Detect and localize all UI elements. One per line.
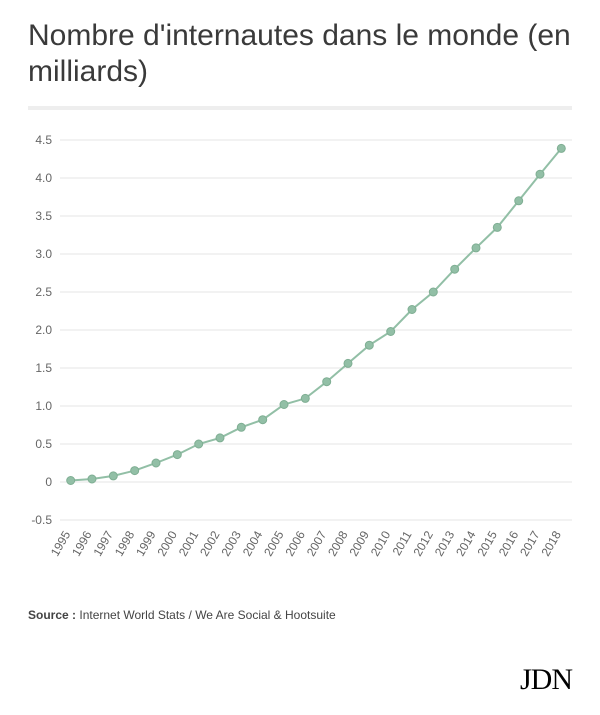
data-marker [387,328,395,336]
x-tick-label: 2016 [496,528,522,558]
data-marker [365,341,373,349]
x-tick-label: 2007 [304,528,330,558]
data-marker [472,244,480,252]
x-tick-label: 2005 [261,528,287,558]
data-marker [344,359,352,367]
data-marker [493,223,501,231]
x-tick-label: 1997 [90,528,116,558]
y-tick-label: 2.5 [35,285,52,299]
x-tick-label: 2001 [176,528,202,558]
data-marker [280,401,288,409]
source-line: Source : Internet World Stats / We Are S… [28,608,572,622]
line-chart: -0.5 0 0.5 1.0 1.5 2.0 2.5 3.0 3.5 4.0 4.5 19951996… [18,130,582,590]
data-marker [216,434,224,442]
data-marker [323,378,331,386]
x-tick-label: 2003 [218,528,244,558]
x-tick-label: 1999 [133,528,159,558]
x-tick-label: 2004 [240,528,266,558]
x-tick-label: 2014 [453,528,479,558]
x-tick-label: 2011 [390,528,415,558]
data-marker [152,459,160,467]
chart-title: Nombre d'internautes dans le monde (en m… [0,0,600,100]
x-tick-label: 2015 [474,528,500,558]
data-marker [301,394,309,402]
data-marker [67,477,75,485]
data-marker [109,472,117,480]
chart-container: -0.5 0 0.5 1.0 1.5 2.0 2.5 3.0 3.5 4.0 4.5 19951996… [18,130,582,590]
x-tick-label: 1998 [112,528,138,558]
data-line [71,148,562,480]
x-tick-label: 2006 [282,528,308,558]
data-marker [515,197,523,205]
x-tick-label: 2017 [517,528,543,558]
title-underline [28,106,572,110]
x-tick-label: 2000 [154,528,180,558]
y-tick-label: 1.5 [35,361,52,375]
data-marker [408,306,416,314]
data-marker [536,170,544,178]
y-tick-label: 1.0 [35,399,52,413]
y-tick-label: 3.0 [35,247,52,261]
x-tick-label: 2008 [325,528,351,558]
data-marker [557,144,565,152]
data-marker [259,416,267,424]
data-marker [429,288,437,296]
data-marker [173,451,181,459]
y-tick-label: 0 [45,475,52,489]
y-tick-label: 0.5 [35,437,52,451]
x-tick-label: 2018 [538,528,564,558]
data-marker [195,440,203,448]
x-tick-label: 2009 [346,528,372,558]
source-label: Source : [28,608,76,622]
source-text: Internet World Stats / We Are Social & H… [79,608,335,622]
data-marker [237,423,245,431]
y-tick-label: 4.0 [35,171,52,185]
brand-logo: JDN [520,663,572,697]
data-marker [131,467,139,475]
y-tick-label: 2.0 [35,323,52,337]
x-tick-label: 2002 [197,528,223,558]
x-tick-label: 2013 [432,528,458,558]
x-tick-label: 1995 [48,528,74,558]
y-tick-label: 3.5 [35,209,52,223]
x-tick-label: 2012 [410,528,436,558]
x-tick-label: 1996 [69,528,95,558]
data-marker [88,475,96,483]
y-tick-label: 4.5 [35,133,52,147]
y-tick-label: -0.5 [31,513,52,527]
x-tick-label: 2010 [368,528,394,558]
data-marker [451,265,459,273]
